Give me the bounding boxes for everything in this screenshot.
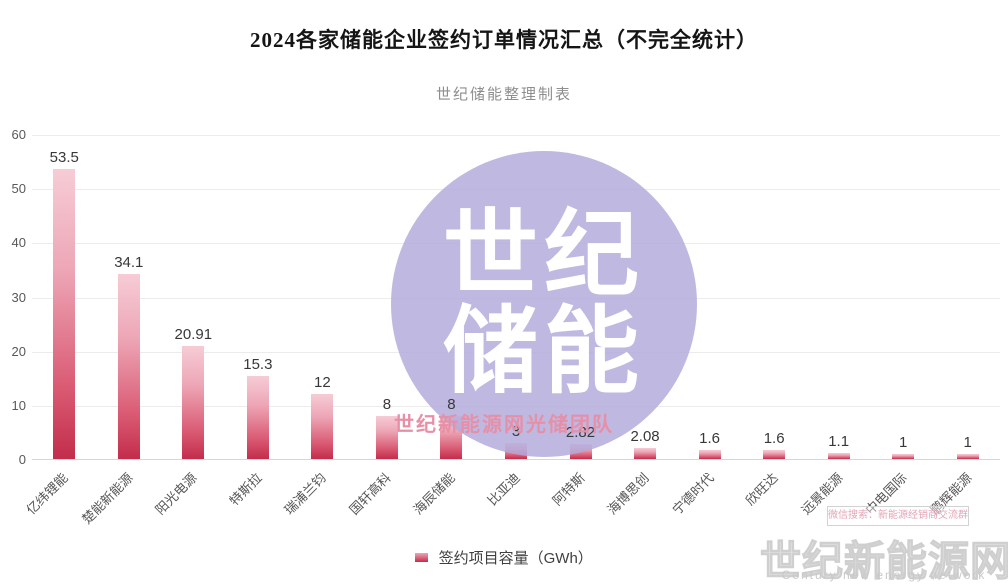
x-axis-label-阿特斯: 阿特斯 — [549, 470, 588, 509]
bar-value-label-鹏辉能源: 1 — [963, 433, 972, 451]
plot-area — [32, 135, 1000, 460]
bar-value-label-海辰储能: 8 — [447, 395, 456, 413]
watermark-circle-line1: 世纪 — [442, 200, 645, 311]
bar-value-label-阿特斯: 2.82 — [565, 423, 596, 441]
y-axis-tick-60: 60 — [11, 127, 26, 142]
y-axis-tick-0: 0 — [18, 452, 26, 467]
bar-value-label-楚能新能源: 34.1 — [114, 254, 144, 272]
x-axis-label-宁德时代: 宁德时代 — [668, 470, 717, 518]
bar-国轩高科 — [375, 415, 398, 459]
bar-鹏辉能源 — [956, 453, 979, 459]
legend-marker-icon — [415, 553, 429, 562]
bar-value-label-国轩高科: 8 — [382, 395, 392, 413]
y-axis-tick-10: 10 — [11, 397, 26, 413]
legend-label: 签约项目容量（GWh） — [438, 550, 593, 567]
watermark-site-name-en: Century new energy network — [781, 568, 987, 582]
chart-subtitle: 世纪储能整理制表 — [435, 86, 572, 103]
bar-中电国际 — [892, 453, 915, 459]
bar-value-label-亿纬锂能: 53.5 — [49, 149, 79, 167]
bar-value-label-欣旺达: 1.6 — [763, 430, 785, 448]
x-axis-label-海辰储能: 海辰储能 — [410, 470, 459, 518]
watermark-circle-line2: 储能 — [442, 297, 645, 407]
x-axis-label-比亚迪: 比亚迪 — [484, 470, 523, 509]
y-axis-tick-50: 50 — [11, 181, 26, 197]
watermark-team-text: 世纪新能源网光储团队 — [394, 414, 614, 436]
bar-楚能新能源 — [117, 274, 140, 459]
bar-欣旺达 — [763, 450, 786, 459]
bar-value-label-特斯拉: 15.3 — [243, 356, 273, 374]
bar-特斯拉 — [246, 376, 269, 459]
bar-瑞浦兰钧 — [311, 394, 334, 459]
watermark-circle: 世纪 储能 — [391, 151, 697, 457]
y-axis-tick-30: 30 — [11, 289, 26, 305]
x-axis-label-楚能新能源: 楚能新能源 — [78, 470, 136, 527]
watermark-site-name: 世纪新能源网 — [759, 537, 1008, 584]
chart-title: 2024各家储能企业签约订单情况汇总（不完全统计） — [250, 28, 758, 52]
bar-宁德时代 — [698, 450, 721, 459]
bar-value-label-宁德时代: 1.6 — [699, 430, 721, 448]
x-axis-label-瑞浦兰钧: 瑞浦兰钧 — [281, 470, 330, 518]
x-axis-label-海博思创: 海博思创 — [604, 470, 652, 518]
y-axis-tick-40: 40 — [11, 235, 26, 251]
bar-value-label-比亚迪: 3 — [511, 422, 521, 440]
watermark-badge: 微信搜索：新能源经销商交流群 — [827, 506, 969, 526]
x-axis-label-阳光电源: 阳光电源 — [152, 470, 201, 518]
bar-远景能源 — [827, 453, 850, 459]
x-axis-line — [32, 459, 1000, 460]
bar-value-label-中电国际: 1 — [899, 433, 908, 451]
legend: 签约项目容量（GWh） — [0, 547, 1008, 568]
x-axis-label-特斯拉: 特斯拉 — [226, 470, 265, 509]
bar-value-label-远景能源: 1.1 — [828, 433, 850, 451]
bar-value-label-阳光电源: 20.91 — [174, 325, 213, 343]
bar-海博思创 — [634, 447, 657, 459]
bar-value-label-瑞浦兰钧: 12 — [314, 374, 331, 391]
y-axis-tick-20: 20 — [11, 343, 26, 359]
bar-阳光电源 — [182, 345, 205, 459]
bar-value-label-海博思创: 2.08 — [630, 427, 660, 445]
gridline-60 — [32, 135, 1000, 136]
bar-亿纬锂能 — [53, 169, 76, 459]
x-axis-label-国轩高科: 国轩高科 — [346, 470, 394, 518]
